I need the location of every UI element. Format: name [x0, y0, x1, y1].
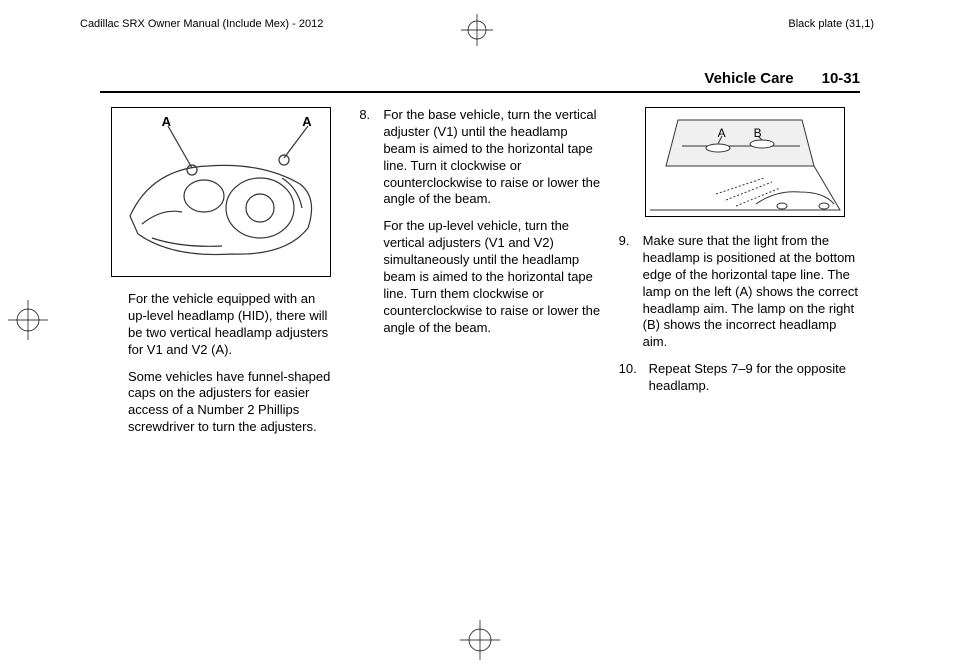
section-title: Vehicle Care [704, 70, 793, 87]
left-crop-mark [8, 300, 48, 340]
step-9: 9. Make sure that the light from the hea… [619, 233, 860, 351]
para-funnel-caps: Some vehicles have funnel-shaped caps on… [128, 369, 337, 437]
step-8-number: 8. [359, 107, 383, 347]
step-8-body: For the base vehicle, turn the vertical … [383, 107, 600, 347]
column-3: A B [619, 107, 860, 446]
figure1-label-a-right: A [302, 114, 311, 129]
figure2-label-a: A [718, 126, 726, 140]
column-2: 8. For the base vehicle, turn the vertic… [359, 107, 600, 446]
step-8: 8. For the base vehicle, turn the vertic… [359, 107, 600, 347]
page-number: 10-31 [822, 70, 860, 87]
top-crop-mark [461, 14, 493, 49]
section-header: Vehicle Care 10-31 [100, 70, 860, 93]
figure-headlamp-aim: A B [645, 107, 845, 217]
print-header: Cadillac SRX Owner Manual (Include Mex) … [0, 18, 954, 30]
step-8-para-1: For the base vehicle, turn the vertical … [383, 107, 600, 208]
step-9-number: 9. [619, 233, 643, 351]
bottom-crop-mark [460, 620, 500, 660]
headlamp-illustration [112, 108, 330, 276]
step-10-body: Repeat Steps 7–9 for the opposite headla… [649, 361, 860, 395]
step-8-para-2: For the up-level vehicle, turn the verti… [383, 218, 600, 336]
step-9-body: Make sure that the light from the headla… [643, 233, 860, 351]
column-1-text: For the vehicle equipped with an up-leve… [100, 291, 341, 436]
figure1-label-a-left: A [162, 114, 171, 129]
manual-title: Cadillac SRX Owner Manual (Include Mex) … [80, 18, 323, 30]
columns: A A [100, 107, 860, 446]
figure-headlamp-assembly: A A [111, 107, 331, 277]
step-10-number: 10. [619, 361, 649, 395]
aim-illustration [646, 108, 844, 216]
para-uplevel-hid: For the vehicle equipped with an up-leve… [128, 291, 337, 359]
step-10: 10. Repeat Steps 7–9 for the opposite he… [619, 361, 860, 395]
figure2-label-b: B [754, 126, 762, 140]
page-content: Vehicle Care 10-31 A A [100, 70, 860, 610]
column-1: A A [100, 107, 341, 446]
plate-info: Black plate (31,1) [788, 18, 874, 30]
